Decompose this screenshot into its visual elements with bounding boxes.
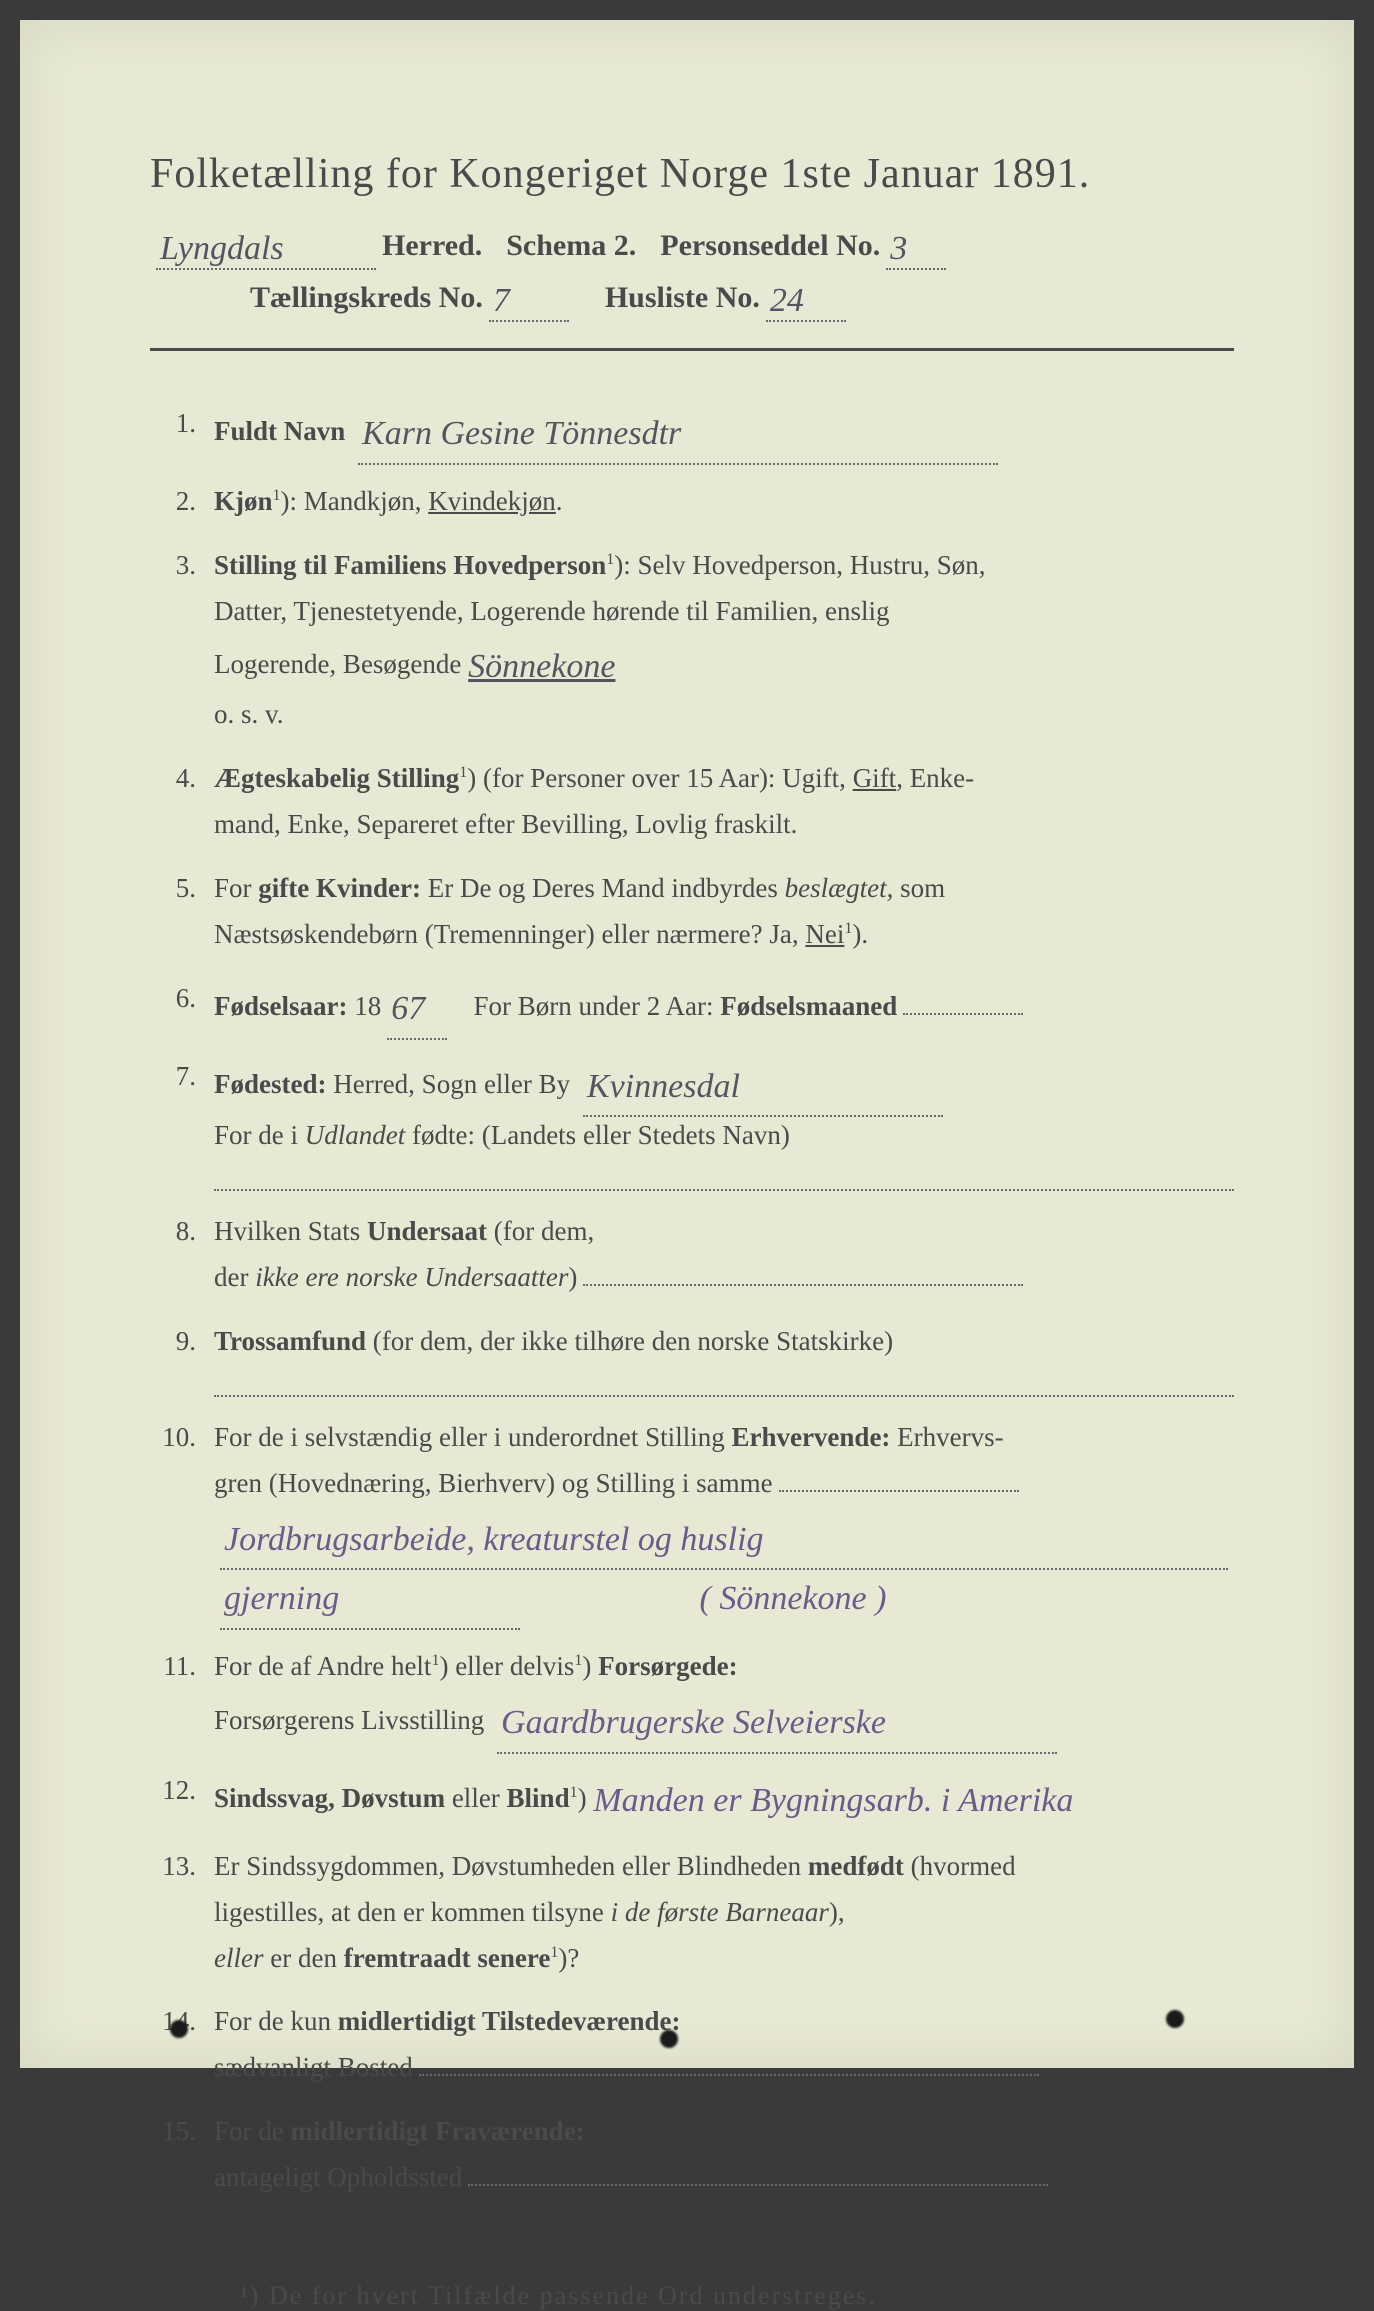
field-num: 11. [150,1644,214,1750]
field-num: 2. [150,479,214,525]
label: Trossamfund [214,1326,366,1356]
month-blank [903,1013,1023,1015]
person-label: Personseddel No. [660,229,880,263]
field-num: 7. [150,1054,214,1192]
herred-label: Herred. [382,229,482,263]
label: Fødselsaar: [214,991,347,1021]
field-12: 12. Sindssvag, Døvstum eller Blind1) Man… [150,1768,1234,1826]
occupation-3: ( Sönnekone ) [700,1580,887,1617]
blank [468,2184,1048,2186]
footnote: ¹) De for hvert Tilfælde passende Ord un… [150,2281,1234,2311]
husliste-label: Husliste No. [605,281,760,315]
field-num: 10. [150,1415,214,1626]
divider [150,348,1234,351]
label: Ægteskabelig Stilling [214,763,459,793]
kreds-no: 7 [489,282,569,322]
field-11: 11. For de af Andre helt1) eller delvis1… [150,1644,1234,1750]
relation-value: Sönnekone [468,648,615,685]
field-num: 1. [150,401,214,461]
options: Mandkjøn, [304,486,429,516]
field-num: 14. [150,1999,214,2091]
label: Kjøn [214,486,273,516]
label: Stilling til Familiens Hovedperson [214,550,606,580]
blank-line [214,1163,1234,1191]
census-form-page: Folketælling for Kongeriget Norge 1ste J… [20,20,1354,2068]
form-title: Folketælling for Kongeriget Norge 1ste J… [150,150,1234,198]
note-value: Manden er Bygningsarb. i Amerika [593,1782,1073,1819]
herred-value: Lyngdals [156,230,376,270]
husliste-no: 24 [766,282,846,322]
field-num: 3. [150,543,214,738]
blank-line [214,1369,1234,1397]
field-num: 5. [150,866,214,958]
field-num: 9. [150,1319,214,1397]
field-9: 9. Trossamfund (for dem, der ikke tilhør… [150,1319,1234,1397]
field-14: 14. For de kun midlertidigt Tilstedevære… [150,1999,1234,2091]
field-num: 12. [150,1768,214,1826]
provider-value: Gaardbrugerske Selveierske [497,1694,1057,1754]
blank [419,2074,1039,2076]
birthplace-value: Kvinnesdal [583,1058,943,1118]
field-num: 6. [150,976,214,1036]
occupation-1: Jordbrugsarbeide, kreaturstel og huslig [220,1511,1228,1571]
field-5: 5. For gifte Kvinder: Er De og Deres Man… [150,866,1234,958]
label: Fødested: [214,1069,326,1099]
field-1: 1. Fuldt Navn Karn Gesine Tönnesdtr [150,401,1234,461]
field-10: 10. For de i selvstændig eller i underor… [150,1415,1234,1626]
field-7: 7. Fødested: Herred, Sogn eller By Kvinn… [150,1054,1234,1192]
field-13: 13. Er Sindssygdommen, Døvstumheden elle… [150,1844,1234,1982]
selected: Gift [853,763,897,793]
field-2: 2. Kjøn1): Mandkjøn, Kvindekjøn. [150,479,1234,525]
schema-label: Schema 2. [506,229,636,263]
field-6: 6. Fødselsaar: 1867 For Børn under 2 Aar… [150,976,1234,1036]
ink-spot [170,2020,188,2038]
occupation-2: gjerning [220,1570,520,1630]
year-value: 67 [387,980,447,1040]
header-line-1: Lyngdals Herred. Schema 2. Personseddel … [150,226,1234,266]
field-num: 8. [150,1209,214,1301]
field-num: 4. [150,756,214,848]
person-no: 3 [886,230,946,270]
field-4: 4. Ægteskabelig Stilling1) (for Personer… [150,756,1234,848]
blank [583,1284,1023,1286]
selected: Kvindekjøn [428,486,556,516]
field-3: 3. Stilling til Familiens Hovedperson1):… [150,543,1234,738]
ink-spot [660,2030,678,2048]
ink-spot [1166,2010,1184,2028]
label: Fuldt Navn [214,416,345,446]
name-value: Karn Gesine Tönnesdtr [358,405,998,465]
field-num: 15. [150,2109,214,2201]
field-15: 15. For de midlertidigt Fraværende: anta… [150,2109,1234,2201]
selected: Nei [805,919,844,949]
kreds-label: Tællingskreds No. [250,281,483,315]
header-line-2: Tællingskreds No. 7 Husliste No. 24 [150,278,1234,318]
field-num: 13. [150,1844,214,1982]
field-8: 8. Hvilken Stats Undersaat (for dem, der… [150,1209,1234,1301]
